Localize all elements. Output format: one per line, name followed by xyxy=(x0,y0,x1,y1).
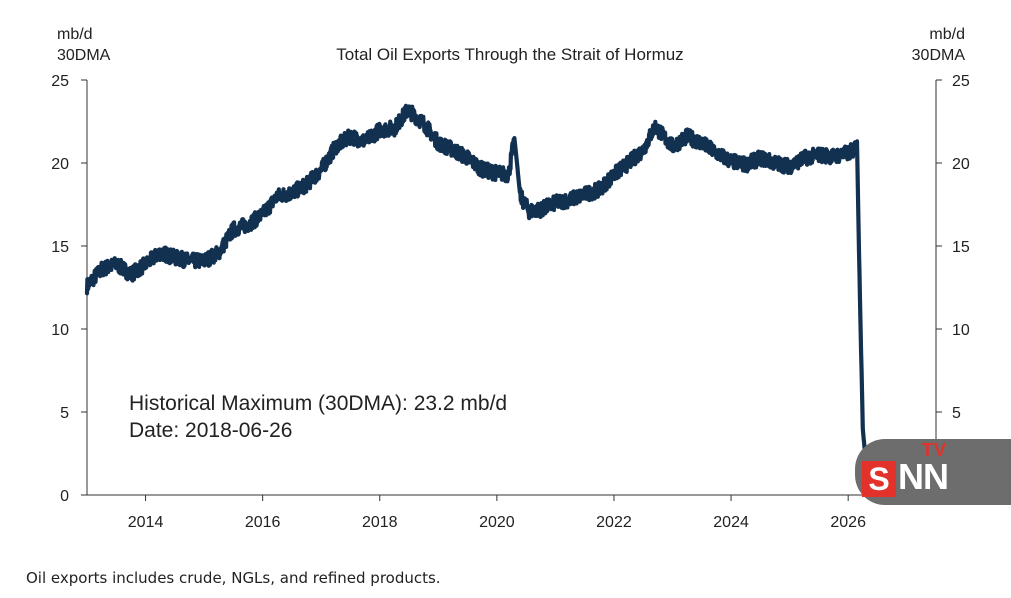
x-tick-label-2014: 2014 xyxy=(128,514,164,531)
y-tick-label-left-0: 0 xyxy=(60,488,69,505)
annotation-historical-max: Historical Maximum (30DMA): 23.2 mb/d xyxy=(129,392,507,415)
x-tick-label-2024: 2024 xyxy=(713,514,749,531)
y-tick-label-right-25: 25 xyxy=(952,73,970,90)
chart-title: Total Oil Exports Through the Strait of … xyxy=(336,45,683,64)
y-tick-label-right-5: 5 xyxy=(952,405,961,422)
watermark-logo-s: S xyxy=(862,461,896,497)
y-axis-left: 0 5 10 15 20 25 xyxy=(51,73,87,505)
y-axis-left-unit-line2: 30DMA xyxy=(57,47,111,64)
footnote: Oil exports includes crude, NGLs, and re… xyxy=(26,569,441,587)
y-tick-label-left-10: 10 xyxy=(51,322,69,339)
y-tick-label-left-5: 5 xyxy=(60,405,69,422)
series-line-oil-exports xyxy=(84,103,871,473)
y-axis-right-unit-line1: mb/d xyxy=(929,26,965,43)
annotation-date: Date: 2018-06-26 xyxy=(129,419,292,442)
x-tick-label-2018: 2018 xyxy=(362,514,398,531)
y-axis-left-unit-line1: mb/d xyxy=(57,26,93,43)
y-tick-label-right-15: 15 xyxy=(952,239,970,256)
y-tick-label-left-20: 20 xyxy=(51,156,69,173)
watermark-logo-tv: TV xyxy=(922,440,948,460)
x-axis: 2014 2016 2018 2020 2022 2024 2026 xyxy=(128,495,866,531)
y-axis-right-unit-line2: 30DMA xyxy=(912,47,966,64)
watermark-logo-nn: NN xyxy=(898,456,949,497)
x-tick-label-2020: 2020 xyxy=(479,514,515,531)
y-tick-label-right-10: 10 xyxy=(952,322,970,339)
x-tick-label-2022: 2022 xyxy=(596,514,632,531)
x-tick-label-2016: 2016 xyxy=(245,514,281,531)
y-tick-label-left-25: 25 xyxy=(51,73,69,90)
y-tick-label-left-15: 15 xyxy=(51,239,69,256)
x-tick-label-2026: 2026 xyxy=(830,514,866,531)
y-tick-label-right-20: 20 xyxy=(952,156,970,173)
